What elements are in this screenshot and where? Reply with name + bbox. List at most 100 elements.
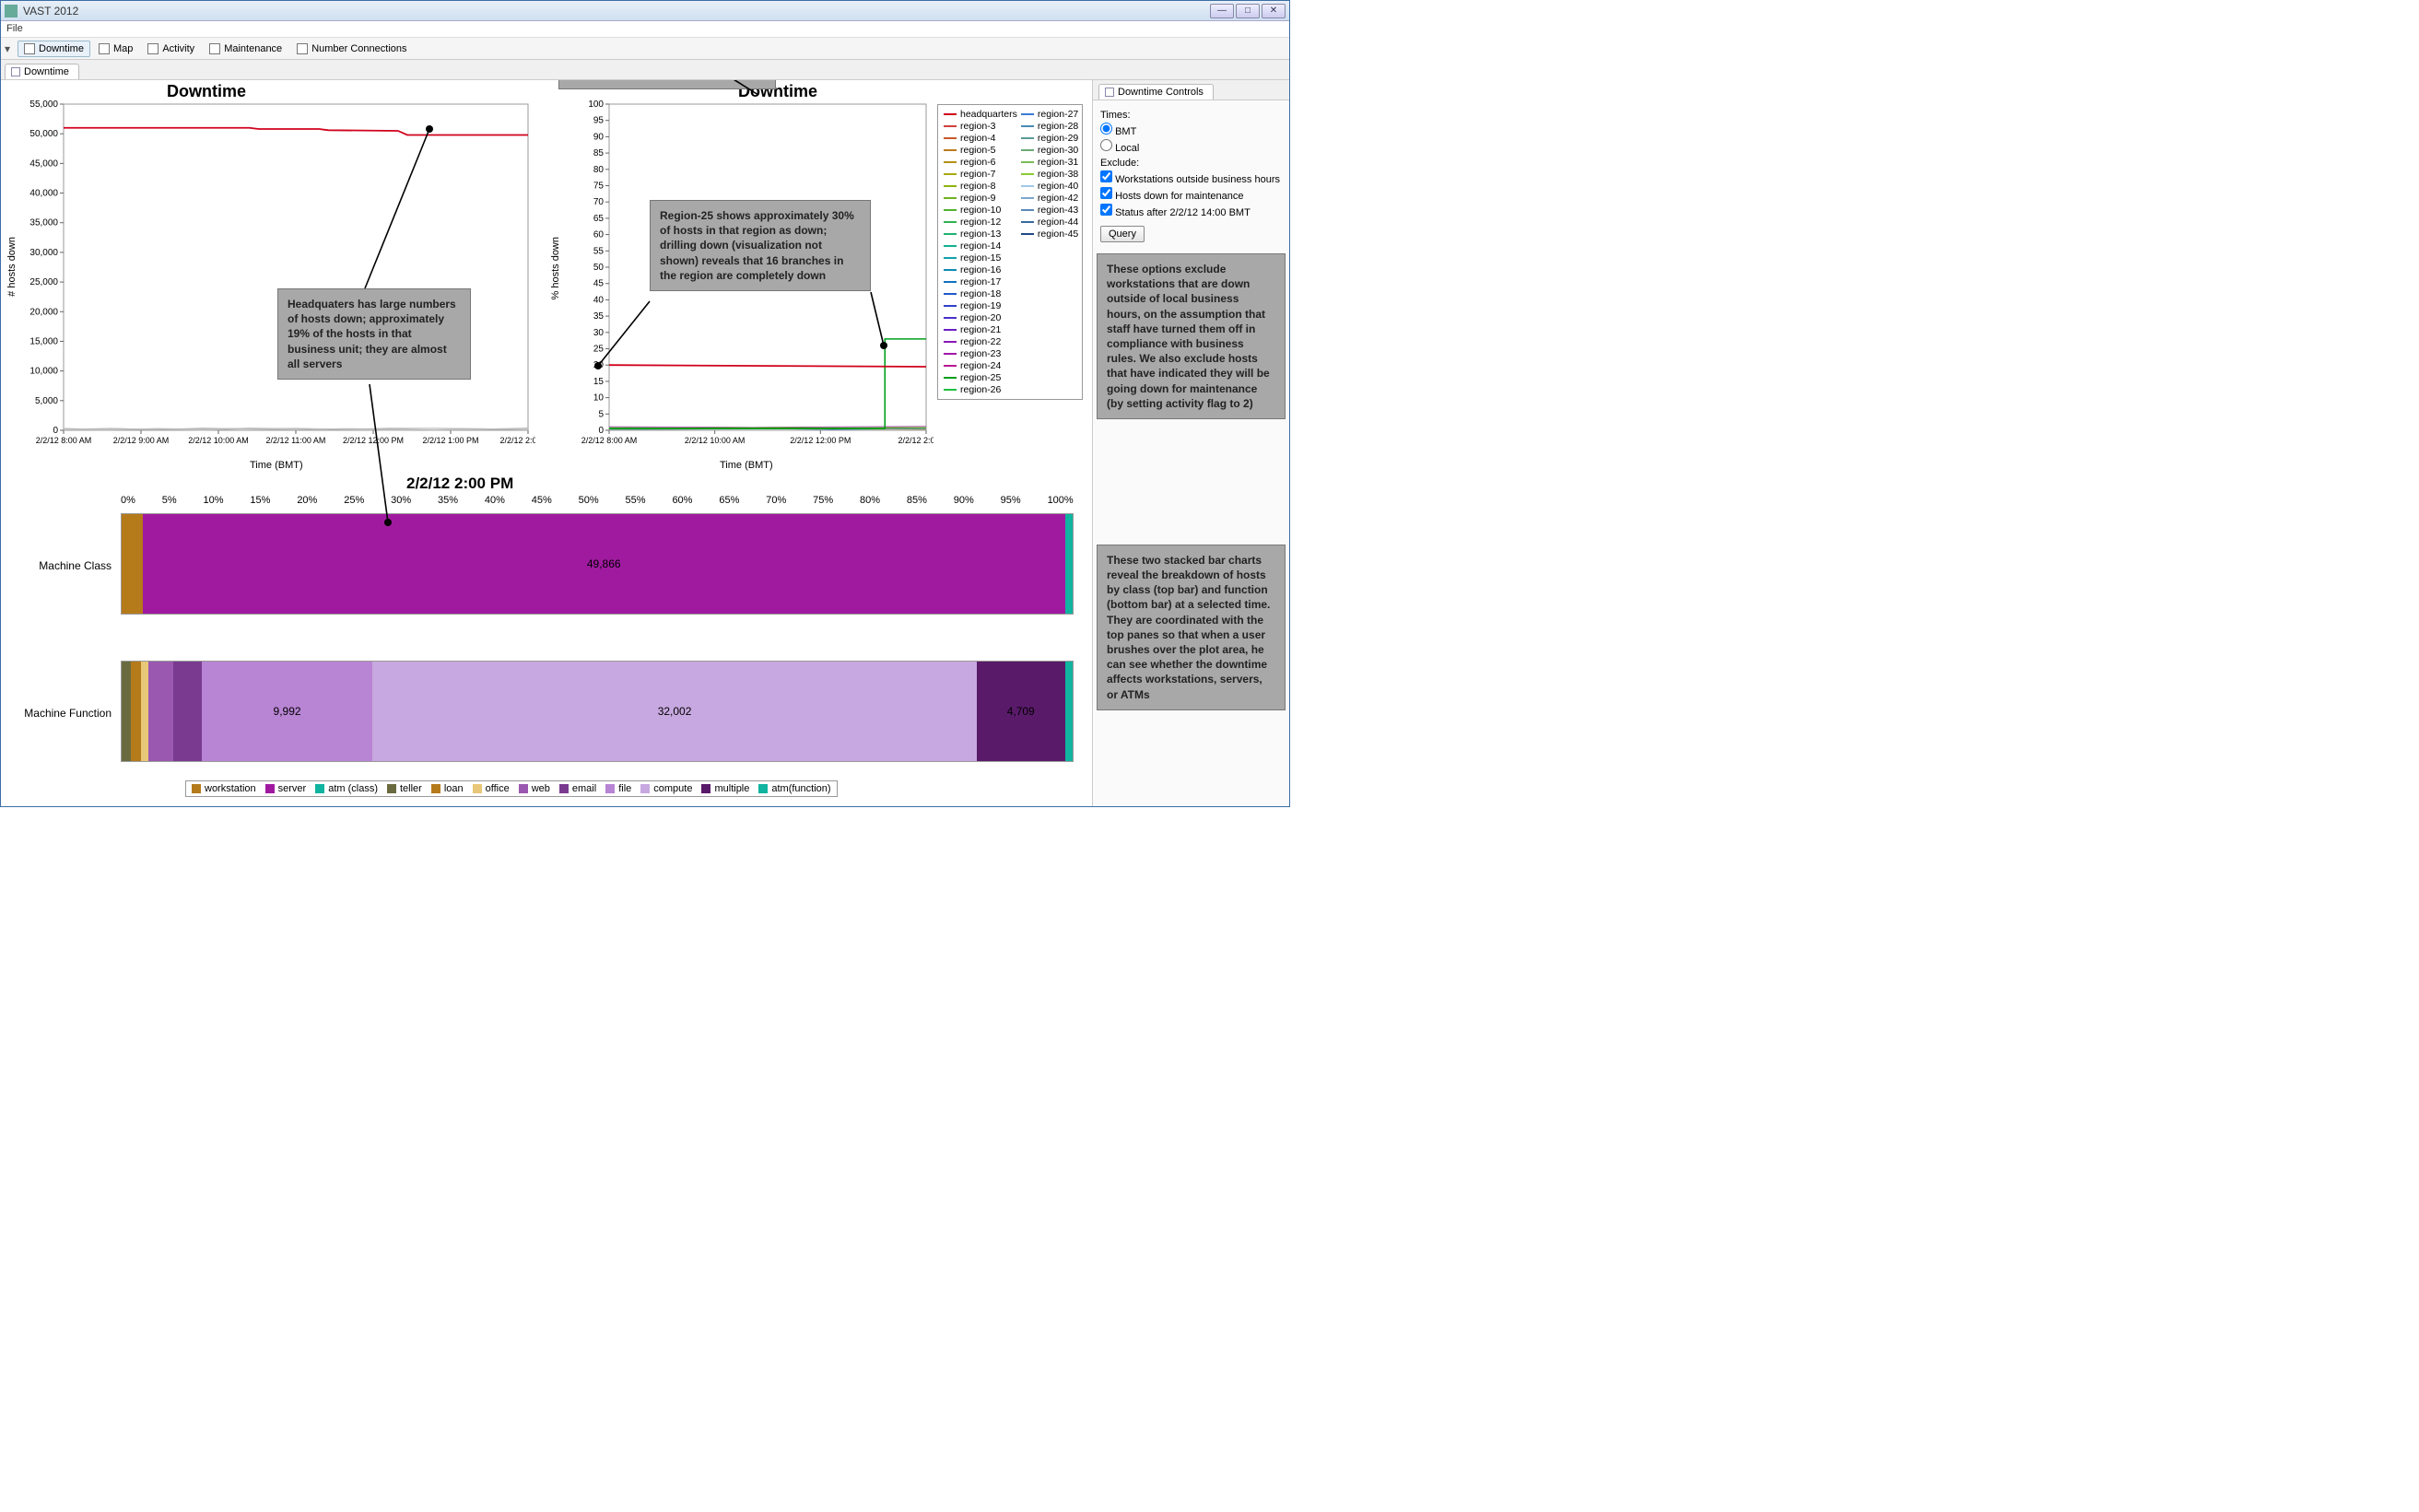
bar-segment <box>122 662 131 761</box>
svg-text:90: 90 <box>593 132 605 142</box>
legend-item: region-7 <box>944 169 1017 180</box>
radio-local[interactable]: Local <box>1100 139 1282 154</box>
svg-text:80: 80 <box>593 165 605 175</box>
bar-segment <box>122 514 143 614</box>
svg-text:2/2/12 10:00 AM: 2/2/12 10:00 AM <box>188 436 249 445</box>
svg-text:65: 65 <box>593 214 605 224</box>
svg-text:2/2/12 8:00 AM: 2/2/12 8:00 AM <box>36 436 92 445</box>
note-hq: Headquaters has large numbers of hosts d… <box>277 288 471 380</box>
tab-icon <box>11 67 20 76</box>
legend-item: region-12 <box>944 217 1017 228</box>
bottom-legend: workstationserveratm (class)tellerloanof… <box>185 780 838 797</box>
legend-item: workstation <box>192 783 256 794</box>
maximize-button[interactable]: □ <box>1236 4 1260 18</box>
note-side1: These options exclude workstations that … <box>1097 253 1286 419</box>
legend-item: region-45 <box>1021 229 1078 240</box>
svg-text:85: 85 <box>593 148 605 158</box>
legend-item: multiple <box>701 783 749 794</box>
query-button[interactable]: Query <box>1100 226 1145 242</box>
bar-segment <box>1065 662 1073 761</box>
toolbar-activity[interactable]: Activity <box>141 41 201 57</box>
machine-class-bar[interactable]: 49,866 <box>121 513 1074 615</box>
chk-status[interactable]: Status after 2/2/12 14:00 BMT <box>1100 204 1282 218</box>
machine-function-bar[interactable]: 9,99232,0024,709 <box>121 661 1074 762</box>
svg-text:15: 15 <box>593 377 605 387</box>
bar-segment <box>131 662 140 761</box>
legend-item: region-8 <box>944 181 1017 192</box>
controls-title: Downtime Controls <box>1118 87 1204 98</box>
svg-text:2/2/12 8:00 AM: 2/2/12 8:00 AM <box>581 436 638 445</box>
svg-text:2/2/12 9:00 AM: 2/2/12 9:00 AM <box>113 436 170 445</box>
legend-item: region-25 <box>944 372 1017 383</box>
svg-text:25,000: 25,000 <box>29 277 58 287</box>
toolbar-number-connections[interactable]: Number Connections <box>290 41 413 57</box>
menu-file[interactable]: File <box>6 23 23 34</box>
svg-text:70: 70 <box>593 197 605 207</box>
toolbar-maintenance[interactable]: Maintenance <box>203 41 288 57</box>
left-xlabel: Time (BMT) <box>250 460 303 471</box>
svg-text:40,000: 40,000 <box>29 189 58 199</box>
bar1-label: Machine Class <box>1 559 112 572</box>
svg-text:2/2/12 2:00 PM: 2/2/12 2:00 PM <box>499 436 535 445</box>
legend-item: region-28 <box>1021 121 1078 132</box>
legend-item: region-4 <box>944 133 1017 144</box>
svg-text:35: 35 <box>593 311 605 322</box>
legend-item: office <box>473 783 510 794</box>
chk-biz[interactable]: Workstations outside business hours <box>1100 170 1282 185</box>
legend-item: region-15 <box>944 252 1017 264</box>
percent-axis: 0%5%10%15%20%25%30%35%40%45%50%55%60%65%… <box>121 495 1074 506</box>
svg-text:75: 75 <box>593 182 605 192</box>
bar-segment <box>173 662 202 761</box>
svg-text:50,000: 50,000 <box>29 129 58 139</box>
bar-segment <box>148 662 173 761</box>
tab-downtime-controls[interactable]: Downtime Controls <box>1098 84 1214 100</box>
chk-maint[interactable]: Hosts down for maintenance <box>1100 187 1282 202</box>
svg-text:30: 30 <box>593 328 605 338</box>
app-window: VAST 2012 — □ ✕ File ▾DowntimeMapActivit… <box>0 0 1290 807</box>
toolbar-map[interactable]: Map <box>92 41 139 57</box>
close-button[interactable]: ✕ <box>1262 4 1286 18</box>
svg-text:0: 0 <box>598 426 604 436</box>
legend-item: region-21 <box>944 324 1017 335</box>
right-ylabel: % hosts down <box>550 237 561 299</box>
grid-icon <box>297 43 308 54</box>
svg-text:60: 60 <box>593 230 605 240</box>
toolbar: ▾DowntimeMapActivityMaintenanceNumber Co… <box>1 38 1289 60</box>
legend-item: email <box>559 783 596 794</box>
left-ylabel: # hosts down <box>6 237 18 297</box>
legend-item: region-6 <box>944 157 1017 168</box>
left-chart[interactable]: 05,00010,00015,00020,00025,00030,00035,0… <box>19 99 535 458</box>
legend-item: region-16 <box>944 264 1017 275</box>
radio-bmt[interactable]: BMT <box>1100 123 1282 137</box>
grid-icon <box>209 43 220 54</box>
grid-icon <box>24 43 35 54</box>
note-side2: These two stacked bar charts reveal the … <box>1097 545 1286 710</box>
legend-item: atm (class) <box>315 783 378 794</box>
bar-segment: 32,002 <box>372 662 976 761</box>
menubar: File <box>1 21 1289 38</box>
note-top: We have termed "down" as "not reporting … <box>558 80 776 89</box>
svg-text:55: 55 <box>593 246 605 256</box>
svg-text:5,000: 5,000 <box>35 396 58 406</box>
legend-item: region-27 <box>1021 109 1078 120</box>
svg-text:95: 95 <box>593 116 605 126</box>
svg-text:0: 0 <box>53 426 58 436</box>
legend-item: region-19 <box>944 300 1017 311</box>
legend-item: region-23 <box>944 348 1017 359</box>
legend-item: region-14 <box>944 240 1017 252</box>
svg-text:15,000: 15,000 <box>29 336 58 346</box>
legend-item: region-42 <box>1021 193 1078 204</box>
svg-text:35,000: 35,000 <box>29 218 58 229</box>
titlebar: VAST 2012 — □ ✕ <box>1 1 1289 21</box>
toolbar-downtime[interactable]: Downtime <box>18 41 90 57</box>
tab-downtime[interactable]: Downtime <box>5 64 79 79</box>
minimize-button[interactable]: — <box>1210 4 1234 18</box>
legend-item: region-29 <box>1021 133 1078 144</box>
svg-text:2/2/12 11:00 AM: 2/2/12 11:00 AM <box>266 436 326 445</box>
legend-item: compute <box>640 783 692 794</box>
legend-item: headquarters <box>944 109 1017 120</box>
svg-text:2/2/12 12:00 PM: 2/2/12 12:00 PM <box>790 436 851 445</box>
tab-icon <box>1105 88 1114 97</box>
legend-item: region-17 <box>944 276 1017 287</box>
legend-item: region-3 <box>944 121 1017 132</box>
